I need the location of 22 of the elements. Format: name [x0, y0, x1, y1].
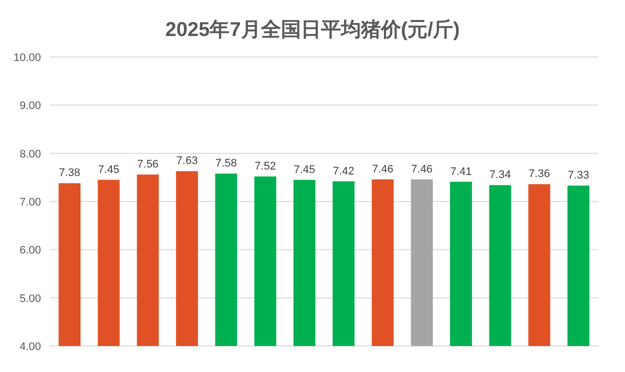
data-label: 7.45 — [98, 164, 120, 176]
data-label: 7.63 — [176, 155, 198, 168]
data-label: 7.36 — [528, 168, 550, 180]
y-tick-label: 7.00 — [20, 196, 41, 208]
data-label: 7.46 — [411, 163, 433, 176]
y-tick-label: 6.00 — [20, 244, 41, 257]
y-tick-label: 10.00 — [13, 52, 41, 64]
y-tick-label: 4.00 — [20, 341, 41, 353]
data-label: 7.41 — [450, 166, 472, 178]
y-tick-label: 9.00 — [20, 100, 41, 112]
y-tick-label: 5.00 — [20, 292, 41, 305]
data-label: 7.56 — [137, 158, 159, 171]
data-label: 7.42 — [332, 165, 354, 178]
data-label: 7.34 — [489, 169, 511, 182]
data-label: 7.52 — [254, 160, 276, 172]
data-label: 7.33 — [568, 170, 590, 182]
data-label: 7.38 — [58, 167, 80, 180]
data-label: 7.58 — [215, 158, 237, 170]
y-tick-label: 8.00 — [20, 148, 41, 160]
data-label: 7.45 — [294, 164, 316, 176]
chart-title: 2025年7月全国日平均猪价(元/斤) — [165, 18, 460, 41]
data-label: 7.46 — [372, 163, 394, 176]
